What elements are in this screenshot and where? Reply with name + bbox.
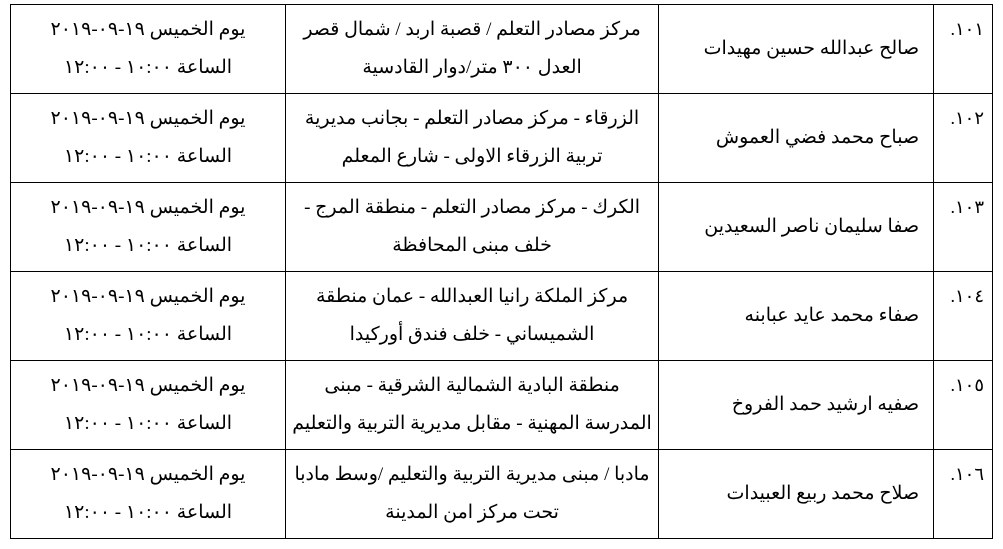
- row-name: صالح عبدالله حسين مهيدات: [659, 5, 934, 94]
- row-time: الساعة ١٠:٠٠ - ١٢:٠٠: [15, 316, 281, 354]
- row-name: صفا سليمان ناصر السعيدين: [659, 183, 934, 272]
- row-time: الساعة ١٠:٠٠ - ١٢:٠٠: [15, 49, 281, 87]
- row-location: مادبا / مبنى مديرية التربية والتعليم /وس…: [285, 450, 658, 539]
- row-date: يوم الخميس ١٩-٠٩-٢٠١٩: [15, 189, 281, 227]
- row-datetime: يوم الخميس ١٩-٠٩-٢٠١٩الساعة ١٠:٠٠ - ١٢:٠…: [11, 361, 286, 450]
- row-location: مركز مصادر التعلم / قصبة اربد / شمال قصر…: [285, 5, 658, 94]
- row-index: ١٠٤.: [934, 272, 993, 361]
- table-row: ١٠٤.صفاء محمد عايد عبابنهمركز الملكة ران…: [11, 272, 993, 361]
- row-time: الساعة ١٠:٠٠ - ١٢:٠٠: [15, 138, 281, 176]
- row-datetime: يوم الخميس ١٩-٠٩-٢٠١٩الساعة ١٠:٠٠ - ١٢:٠…: [11, 183, 286, 272]
- row-name: صلاح محمد ربيع العبيدات: [659, 450, 934, 539]
- table-row: ١٠١.صالح عبدالله حسين مهيداتمركز مصادر ا…: [11, 5, 993, 94]
- row-datetime: يوم الخميس ١٩-٠٩-٢٠١٩الساعة ١٠:٠٠ - ١٢:٠…: [11, 5, 286, 94]
- row-name: صفيه ارشيد حمد الفروخ: [659, 361, 934, 450]
- row-name: صفاء محمد عايد عبابنه: [659, 272, 934, 361]
- row-date: يوم الخميس ١٩-٠٩-٢٠١٩: [15, 367, 281, 405]
- row-location: الزرقاء - مركز مصادر التعلم - بجانب مدير…: [285, 94, 658, 183]
- row-index: ١٠٣.: [934, 183, 993, 272]
- row-index: ١٠٢.: [934, 94, 993, 183]
- row-location: الكرك - مركز مصادر التعلم - منطقة المرج …: [285, 183, 658, 272]
- table-row: ١٠٦.صلاح محمد ربيع العبيداتمادبا / مبنى …: [11, 450, 993, 539]
- row-time: الساعة ١٠:٠٠ - ١٢:٠٠: [15, 227, 281, 265]
- row-datetime: يوم الخميس ١٩-٠٩-٢٠١٩الساعة ١٠:٠٠ - ١٢:٠…: [11, 94, 286, 183]
- row-datetime: يوم الخميس ١٩-٠٩-٢٠١٩الساعة ١٠:٠٠ - ١٢:٠…: [11, 272, 286, 361]
- page: ١٠١.صالح عبدالله حسين مهيداتمركز مصادر ا…: [0, 0, 1003, 549]
- row-date: يوم الخميس ١٩-٠٩-٢٠١٩: [15, 11, 281, 49]
- row-time: الساعة ١٠:٠٠ - ١٢:٠٠: [15, 405, 281, 443]
- row-date: يوم الخميس ١٩-٠٩-٢٠١٩: [15, 100, 281, 138]
- table-row: ١٠٢.صباح محمد فضي العموشالزرقاء - مركز م…: [11, 94, 993, 183]
- table-row: ١٠٣.صفا سليمان ناصر السعيدينالكرك - مركز…: [11, 183, 993, 272]
- row-location: منطقة البادية الشمالية الشرقية - مبنى ال…: [285, 361, 658, 450]
- row-name: صباح محمد فضي العموش: [659, 94, 934, 183]
- row-index: ١٠١.: [934, 5, 993, 94]
- row-time: الساعة ١٠:٠٠ - ١٢:٠٠: [15, 494, 281, 532]
- table-row: ١٠٥.صفيه ارشيد حمد الفروخمنطقة البادية ا…: [11, 361, 993, 450]
- row-index: ١٠٥.: [934, 361, 993, 450]
- row-location: مركز الملكة رانيا العبدالله - عمان منطقة…: [285, 272, 658, 361]
- row-date: يوم الخميس ١٩-٠٩-٢٠١٩: [15, 278, 281, 316]
- row-index: ١٠٦.: [934, 450, 993, 539]
- row-datetime: يوم الخميس ١٩-٠٩-٢٠١٩الساعة ١٠:٠٠ - ١٢:٠…: [11, 450, 286, 539]
- schedule-table: ١٠١.صالح عبدالله حسين مهيداتمركز مصادر ا…: [10, 4, 993, 539]
- row-date: يوم الخميس ١٩-٠٩-٢٠١٩: [15, 456, 281, 494]
